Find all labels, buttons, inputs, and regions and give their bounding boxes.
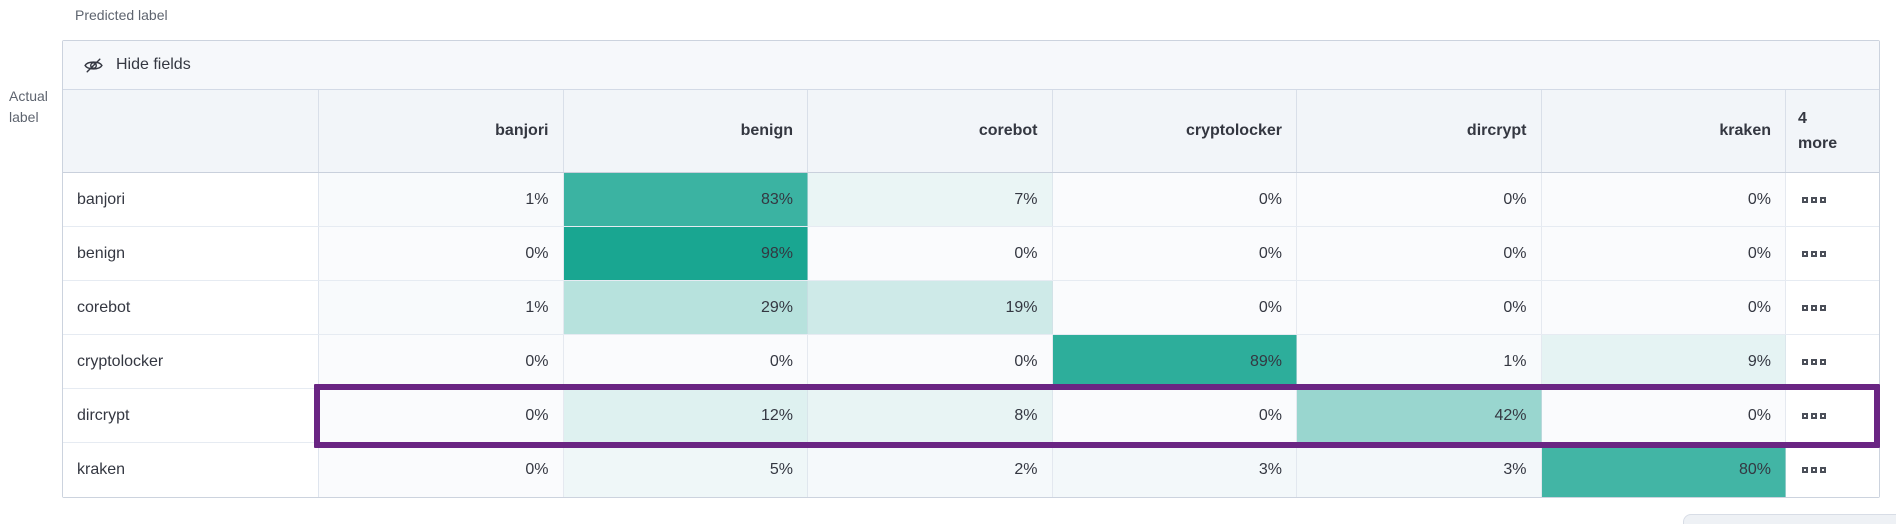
cell-benign-dircrypt[interactable]: 0% — [1297, 227, 1542, 280]
boxes-horizontal-icon — [1802, 196, 1826, 203]
column-header-banjori[interactable]: banjori — [319, 90, 564, 172]
cell-dircrypt-cryptolocker[interactable]: 0% — [1052, 389, 1297, 442]
table-row-kraken: kraken 0% 5% 2% 3% 3% 80% — [63, 443, 1879, 497]
boxes-horizontal-icon — [1802, 467, 1826, 473]
row-actions-cryptolocker[interactable] — [1786, 335, 1879, 388]
cell-kraken-kraken[interactable]: 80% — [1541, 443, 1786, 497]
column-header-dircrypt[interactable]: dircrypt — [1297, 90, 1542, 172]
cell-corebot-banjori[interactable]: 1% — [319, 281, 564, 334]
row-label-cryptolocker[interactable]: cryptolocker — [63, 335, 319, 388]
cell-cryptolocker-dircrypt[interactable]: 1% — [1297, 335, 1542, 388]
column-header-corebot[interactable]: corebot — [808, 90, 1053, 172]
cell-corebot-cryptolocker[interactable]: 0% — [1052, 281, 1297, 334]
cell-banjori-corebot[interactable]: 7% — [808, 173, 1053, 226]
row-actions-dircrypt[interactable] — [1786, 389, 1879, 442]
cell-dircrypt-dircrypt[interactable]: 42% — [1297, 389, 1542, 442]
cell-corebot-benign[interactable]: 29% — [563, 281, 808, 334]
cell-benign-banjori[interactable]: 0% — [319, 227, 564, 280]
column-header-more[interactable]: 4 more — [1786, 90, 1879, 172]
cell-dircrypt-benign[interactable]: 12% — [563, 389, 808, 442]
cell-banjori-dircrypt[interactable]: 0% — [1297, 173, 1542, 226]
cell-dircrypt-banjori[interactable]: 0% — [319, 389, 564, 442]
cell-kraken-corebot[interactable]: 2% — [808, 443, 1053, 497]
cell-kraken-benign[interactable]: 5% — [563, 443, 808, 497]
table-row-corebot: corebot 1% 29% 19% 0% 0% 0% — [63, 281, 1879, 335]
cell-kraken-dircrypt[interactable]: 3% — [1297, 443, 1542, 497]
matrix-body: banjori 1% 83% 7% 0% 0% 0% benign 0% 98% 0% 0% 0% 0% c… — [63, 173, 1879, 497]
row-label-corebot[interactable]: corebot — [63, 281, 319, 334]
column-header-kraken[interactable]: kraken — [1542, 90, 1786, 172]
cell-kraken-cryptolocker[interactable]: 3% — [1052, 443, 1297, 497]
cell-corebot-corebot[interactable]: 19% — [808, 281, 1053, 334]
cell-benign-cryptolocker[interactable]: 0% — [1052, 227, 1297, 280]
table-row-banjori: banjori 1% 83% 7% 0% 0% 0% — [63, 173, 1879, 227]
cell-dircrypt-corebot[interactable]: 8% — [808, 389, 1053, 442]
cell-cryptolocker-benign[interactable]: 0% — [563, 335, 808, 388]
actual-axis-label: Actual label — [9, 86, 48, 128]
row-label-benign[interactable]: benign — [63, 227, 319, 280]
row-label-dircrypt[interactable]: dircrypt — [63, 389, 319, 442]
cell-cryptolocker-banjori[interactable]: 0% — [319, 335, 564, 388]
cell-banjori-kraken[interactable]: 0% — [1541, 173, 1786, 226]
row-actions-kraken[interactable] — [1786, 443, 1879, 497]
actual-axis-label-line1: Actual — [9, 88, 48, 104]
boxes-horizontal-icon — [1802, 358, 1826, 365]
row-actions-banjori[interactable] — [1786, 173, 1879, 226]
cell-corebot-dircrypt[interactable]: 0% — [1297, 281, 1542, 334]
header-corner-cell — [63, 90, 319, 172]
boxes-horizontal-icon — [1802, 412, 1826, 419]
row-actions-corebot[interactable] — [1786, 281, 1879, 334]
cell-cryptolocker-corebot[interactable]: 0% — [808, 335, 1053, 388]
column-header-cryptolocker[interactable]: cryptolocker — [1053, 90, 1297, 172]
cell-banjori-benign[interactable]: 83% — [563, 173, 808, 226]
table-row-benign: benign 0% 98% 0% 0% 0% 0% — [63, 227, 1879, 281]
cell-corebot-kraken[interactable]: 0% — [1541, 281, 1786, 334]
more-columns-count: 4 — [1798, 110, 1807, 127]
confusion-matrix-grid: Hide fields banjori benign corebot cryptolo… — [62, 40, 1880, 498]
row-label-kraken[interactable]: kraken — [63, 443, 319, 497]
eye-closed-icon — [84, 57, 103, 73]
cell-dircrypt-kraken[interactable]: 0% — [1541, 389, 1786, 442]
row-label-banjori[interactable]: banjori — [63, 173, 319, 226]
cell-kraken-banjori[interactable]: 0% — [319, 443, 564, 497]
cell-cryptolocker-kraken[interactable]: 9% — [1541, 335, 1786, 388]
cell-banjori-banjori[interactable]: 1% — [319, 173, 564, 226]
column-header-benign[interactable]: benign — [564, 90, 808, 172]
boxes-horizontal-icon — [1802, 250, 1826, 257]
hide-fields-label: Hide fields — [116, 56, 191, 73]
table-row-cryptolocker: cryptolocker 0% 0% 0% 89% 1% 9% — [63, 335, 1879, 389]
cell-cryptolocker-cryptolocker[interactable]: 89% — [1052, 335, 1297, 388]
cell-benign-benign[interactable]: 98% — [563, 227, 808, 280]
cell-benign-corebot[interactable]: 0% — [808, 227, 1053, 280]
row-actions-benign[interactable] — [1786, 227, 1879, 280]
boxes-horizontal-icon — [1802, 304, 1826, 311]
predicted-axis-label: Predicted label — [75, 7, 168, 23]
actual-axis-label-line2: label — [9, 109, 39, 125]
horizontal-scrollbar[interactable] — [1683, 514, 1896, 524]
cell-banjori-cryptolocker[interactable]: 0% — [1052, 173, 1297, 226]
more-columns-label: more — [1798, 135, 1838, 152]
table-row-dircrypt: dircrypt 0% 12% 8% 0% 42% 0% — [63, 389, 1879, 443]
hide-fields-button[interactable]: Hide fields — [63, 41, 1879, 90]
column-header-row: banjori benign corebot cryptolocker dircrypt… — [63, 90, 1879, 173]
cell-benign-kraken[interactable]: 0% — [1541, 227, 1786, 280]
